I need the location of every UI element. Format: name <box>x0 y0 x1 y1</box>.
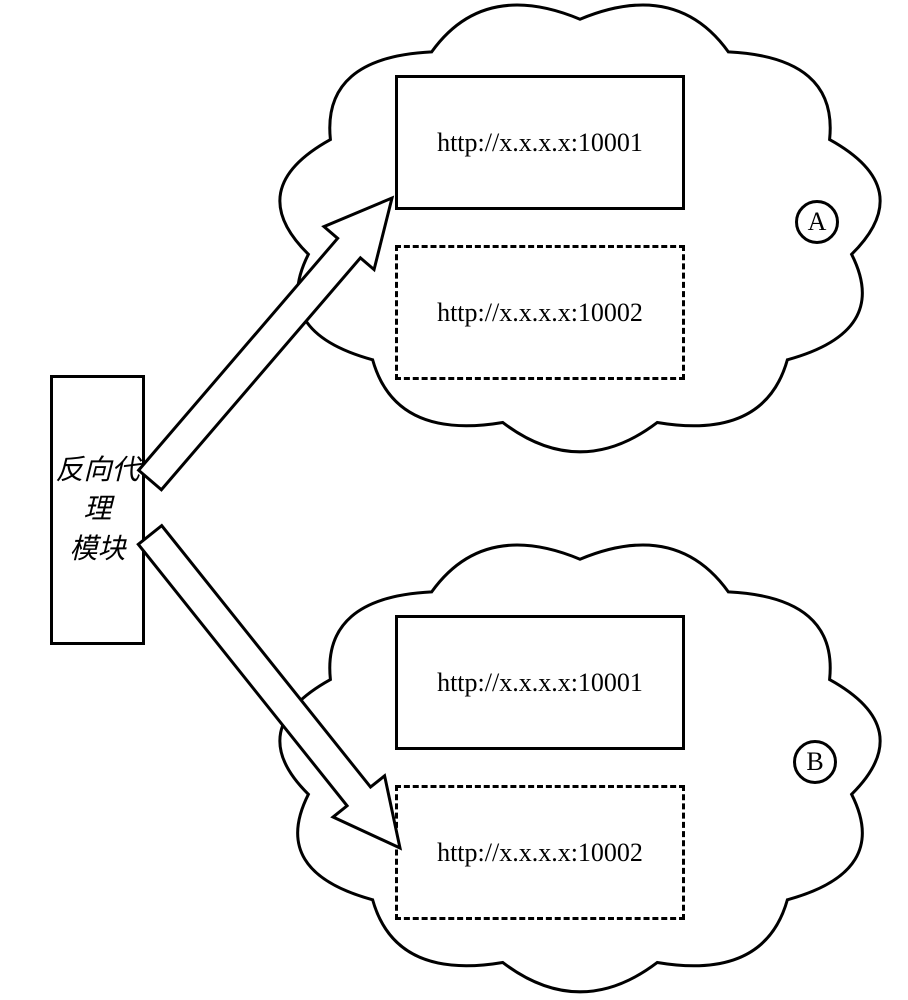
diagram-canvas: 反向代理 模块 http://x.x.x.x:10001 http://x.x.… <box>0 0 908 1000</box>
arrow-to-cloud-b <box>138 526 400 848</box>
arrows-layer <box>0 0 908 1000</box>
arrow-to-cloud-a <box>139 198 392 490</box>
